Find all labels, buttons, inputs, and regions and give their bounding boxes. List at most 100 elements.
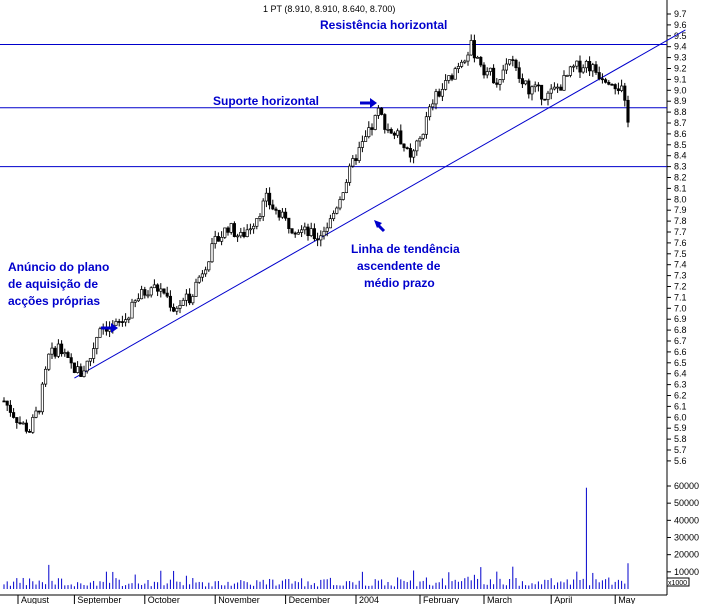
price-tick-label: 9.3 — [674, 53, 687, 63]
candle-body — [226, 227, 230, 233]
horizontal-lines — [0, 44, 667, 168]
candle-body — [453, 68, 457, 80]
candle-body — [559, 86, 563, 91]
price-tick-label: 8.2 — [674, 173, 687, 183]
anuncio-label-3: acções próprias — [8, 294, 100, 308]
candle-body — [271, 204, 275, 210]
candle-body — [72, 362, 76, 373]
candle-body — [556, 86, 560, 89]
candle-body — [242, 231, 246, 237]
candle-body — [524, 80, 528, 85]
tendencia-label-2: ascendente de — [357, 259, 441, 273]
month-label: 2004 — [359, 595, 379, 604]
candle-body — [18, 422, 22, 424]
candle-body — [354, 158, 358, 161]
candle-body — [5, 400, 9, 406]
price-tick-label: 8.7 — [674, 118, 687, 128]
candle-body — [47, 353, 51, 370]
candle-body — [565, 75, 569, 77]
candle-body — [316, 238, 320, 241]
candle-body — [626, 99, 630, 123]
candle-body — [130, 301, 134, 319]
candle-body — [351, 158, 355, 167]
price-tick-label: 8.4 — [674, 151, 687, 161]
candle-body — [309, 228, 313, 236]
price-tick-label: 8.5 — [674, 140, 687, 150]
candle-body — [245, 229, 249, 237]
candle-body — [92, 348, 96, 359]
candle-body — [527, 80, 531, 95]
candle-body — [383, 114, 387, 130]
candle-body — [322, 230, 326, 237]
candle-body — [197, 276, 201, 283]
candle-body — [236, 235, 240, 238]
candle-body — [98, 328, 102, 338]
price-tick-label: 6.2 — [674, 391, 687, 401]
candle-body — [168, 295, 172, 308]
candle-body — [284, 211, 288, 219]
price-tick-label: 6.3 — [674, 380, 687, 390]
candle-body — [428, 106, 432, 118]
candle-body — [348, 165, 352, 183]
candle-body — [184, 293, 188, 301]
candle-body — [140, 289, 144, 300]
candle-body — [156, 284, 160, 292]
candle-body — [175, 307, 179, 312]
candle-body — [191, 296, 195, 304]
candle-body — [338, 199, 342, 209]
candle-body — [79, 366, 83, 377]
price-tick-label: 7.4 — [674, 260, 687, 270]
price-tick-label: 7.5 — [674, 249, 687, 259]
candle-body — [328, 218, 332, 229]
price-tick-label: 7.6 — [674, 238, 687, 248]
candle-body — [540, 84, 544, 100]
candle-body — [124, 319, 128, 323]
price-tick-label: 6.0 — [674, 412, 687, 422]
price-tick-label: 7.9 — [674, 205, 687, 215]
price-tick-label: 5.7 — [674, 445, 687, 455]
volume-tick-label: 50000 — [674, 498, 699, 508]
candle-body — [495, 82, 499, 85]
candle-body — [511, 59, 515, 61]
candle-body — [207, 261, 211, 271]
price-tick-label: 7.0 — [674, 303, 687, 313]
candle-body — [274, 208, 278, 211]
candle-body — [296, 232, 300, 235]
candle-body — [268, 192, 272, 206]
candle-body — [440, 88, 444, 97]
volume-axis: 60000 50000 40000 30000 20000 10000 — [667, 481, 699, 577]
candle-body — [434, 91, 438, 105]
price-tick-label: 8.8 — [674, 107, 687, 117]
candle-body — [616, 88, 620, 91]
candle-body — [543, 98, 547, 101]
candle-body — [194, 281, 198, 297]
candle-body — [549, 88, 553, 94]
candle-body — [604, 79, 608, 83]
price-tick-label: 9.6 — [674, 20, 687, 30]
candle-body — [85, 360, 89, 372]
candle-body — [533, 84, 537, 88]
price-tick-label: 8.3 — [674, 162, 687, 172]
candle-body — [386, 129, 390, 131]
candle-body — [488, 67, 492, 72]
candle-body — [303, 226, 307, 231]
candle-body — [530, 86, 534, 95]
price-tick-label: 7.7 — [674, 227, 687, 237]
candle-body — [357, 147, 361, 161]
candle-body — [584, 61, 588, 69]
candle-body — [396, 130, 400, 136]
price-tick-label: 8.1 — [674, 183, 687, 193]
candle-body — [31, 417, 35, 433]
candle-body — [418, 137, 422, 142]
chart-header: 1 PT (8.910, 8.910, 8.640, 8.700) — [263, 4, 395, 14]
candle-body — [380, 107, 384, 115]
month-label: April — [554, 595, 572, 604]
candle-body — [546, 92, 550, 100]
candle-body — [210, 243, 214, 263]
candle-body — [466, 54, 470, 62]
candle-body — [37, 410, 41, 413]
suporte-arrow-icon — [360, 98, 377, 108]
candle-body — [514, 59, 518, 69]
candle-body — [159, 288, 163, 292]
candle-body — [520, 78, 524, 85]
